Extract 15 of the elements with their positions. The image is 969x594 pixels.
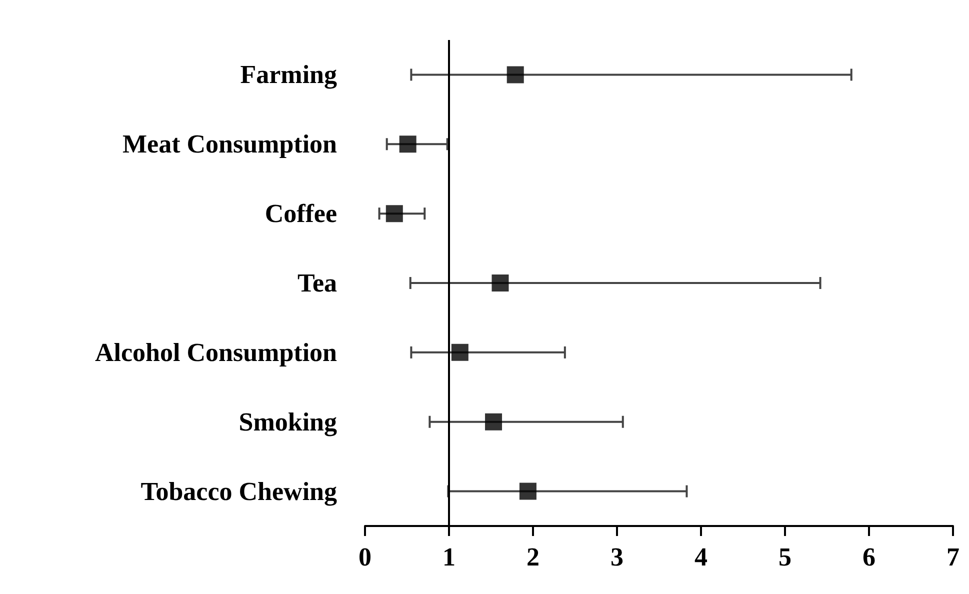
x-tick-label: 7 <box>946 542 960 572</box>
x-tick-label: 1 <box>442 542 456 572</box>
x-tick-label: 5 <box>778 542 792 572</box>
y-tick-label: Tea <box>298 268 337 298</box>
x-tick-label: 0 <box>358 542 372 572</box>
x-tick-label: 4 <box>694 542 708 572</box>
y-tick-label: Alcohol Consumption <box>95 338 338 367</box>
y-tick-label: Farming <box>240 60 337 90</box>
y-tick-label: Smoking <box>238 407 337 436</box>
y-tick-label: Meat Consumption <box>122 130 338 159</box>
y-tick-label: Tobacco Chewing <box>140 476 337 506</box>
x-tick-label: 3 <box>610 542 624 572</box>
x-tick-label: 2 <box>526 542 540 572</box>
y-tick-label: Coffee <box>264 199 337 228</box>
x-tick-label: 6 <box>862 542 876 572</box>
